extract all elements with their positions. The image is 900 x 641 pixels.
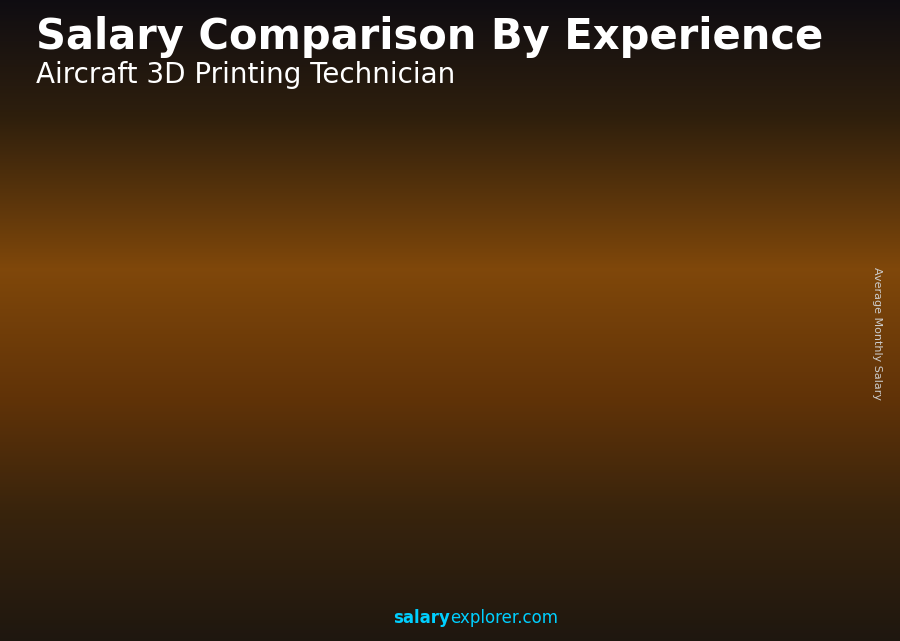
- Polygon shape: [319, 396, 404, 404]
- Text: 15 to 20: 15 to 20: [578, 571, 648, 586]
- Text: < 2 Years: < 2 Years: [69, 571, 150, 586]
- Text: +nan%: +nan%: [626, 204, 697, 222]
- Polygon shape: [194, 453, 279, 461]
- Text: 0 VUV: 0 VUV: [590, 287, 635, 300]
- Text: +nan%: +nan%: [374, 310, 445, 328]
- FancyBboxPatch shape: [68, 501, 143, 560]
- Text: 0 VUV: 0 VUV: [716, 230, 761, 244]
- Text: 2 to 5: 2 to 5: [212, 571, 261, 586]
- Text: Aircraft 3D Printing Technician: Aircraft 3D Printing Technician: [36, 61, 455, 89]
- Text: +nan%: +nan%: [500, 261, 571, 279]
- Text: Average Monthly Salary: Average Monthly Salary: [872, 267, 883, 400]
- Text: 0 VUV: 0 VUV: [213, 436, 258, 449]
- Polygon shape: [143, 492, 153, 560]
- FancyBboxPatch shape: [194, 461, 268, 560]
- Text: 0 VUV: 0 VUV: [87, 476, 132, 488]
- Polygon shape: [645, 304, 656, 560]
- Polygon shape: [445, 353, 530, 362]
- Polygon shape: [771, 247, 781, 560]
- Text: 0 VUV: 0 VUV: [464, 337, 510, 349]
- Polygon shape: [68, 492, 153, 501]
- Polygon shape: [696, 247, 781, 256]
- Text: Salary Comparison By Experience: Salary Comparison By Experience: [36, 16, 824, 58]
- Text: +nan%: +nan%: [122, 410, 194, 428]
- Text: 5 to 10: 5 to 10: [331, 571, 392, 586]
- Text: +nan%: +nan%: [248, 354, 320, 372]
- Polygon shape: [571, 304, 656, 312]
- FancyBboxPatch shape: [696, 256, 771, 560]
- FancyBboxPatch shape: [319, 404, 394, 560]
- FancyBboxPatch shape: [571, 312, 645, 560]
- Text: 0 VUV: 0 VUV: [339, 379, 384, 392]
- Polygon shape: [394, 396, 404, 560]
- Text: explorer.com: explorer.com: [450, 609, 558, 627]
- Polygon shape: [520, 353, 530, 560]
- Text: 10 to 15: 10 to 15: [452, 571, 523, 586]
- Polygon shape: [268, 453, 279, 560]
- Text: salary: salary: [393, 609, 450, 627]
- Text: 20+ Years: 20+ Years: [696, 571, 782, 586]
- FancyBboxPatch shape: [445, 362, 520, 560]
